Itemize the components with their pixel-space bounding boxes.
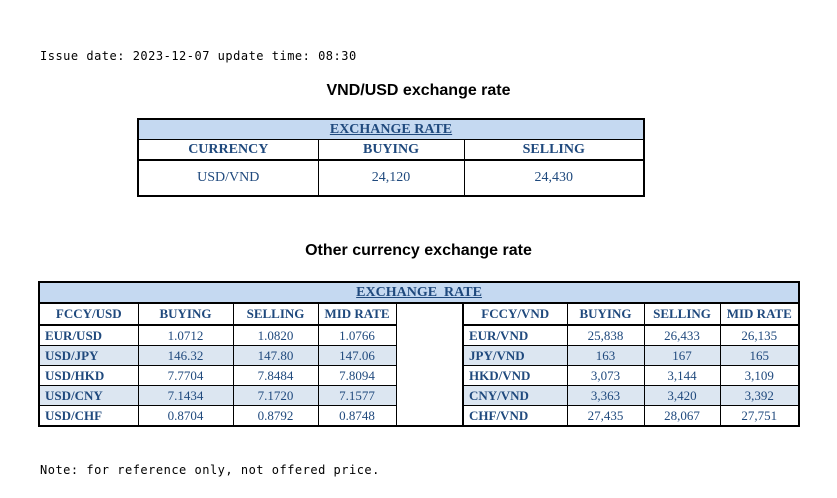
col-currency: CURRENCY [137, 139, 319, 161]
rate-cell: 26,135 [719, 324, 800, 346]
currency-pair-cell: USD/VND [137, 159, 319, 197]
pair-cell: CNY/VND [462, 385, 568, 406]
rate-cell: 147.06 [317, 345, 397, 366]
rate-row-eur: EUR/USD 1.0712 1.0820 1.0766 EUR/VND 25,… [38, 324, 800, 346]
other-rates-table: EXCHANGE RATE FCCY/USD BUYING SELLING MI… [38, 281, 801, 427]
rate-cell: 27,751 [719, 405, 800, 427]
rate-row-jpy: USD/JPY 146.32 147.80 147.06 JPY/VND 163… [38, 345, 800, 366]
rate-row-hkd: USD/HKD 7.7704 7.8484 7.8094 HKD/VND 3,0… [38, 365, 800, 386]
rate-cell: 3,073 [566, 365, 645, 386]
col-left-selling: SELLING [232, 302, 319, 326]
usd-rate-table: EXCHANGE RATE CURRENCY BUYING SELLING US… [137, 118, 645, 197]
note-line: Note: for reference only, not offered pr… [40, 463, 380, 477]
rate-cell: 147.80 [232, 345, 319, 366]
rate-cell: 28,067 [643, 405, 721, 427]
rate-cell: 7.1434 [137, 385, 234, 406]
rate-cell: 26,433 [643, 324, 721, 346]
rate-cell: 165 [719, 345, 800, 366]
rate-cell: 7.1720 [232, 385, 319, 406]
col-buying: BUYING [317, 139, 465, 161]
rate-cell: 3,392 [719, 385, 800, 406]
pair-cell: JPY/VND [462, 345, 568, 366]
pair-cell: USD/CHF [38, 405, 139, 427]
buying-rate-cell: 24,120 [317, 159, 465, 197]
col-right-midrate: MID RATE [719, 302, 800, 326]
rate-cell: 0.8704 [137, 405, 234, 427]
rate-cell: 7.8484 [232, 365, 319, 386]
rate-cell: 1.0820 [232, 324, 319, 346]
pair-cell: USD/HKD [38, 365, 139, 386]
rate-cell: 7.1577 [317, 385, 397, 406]
usd-table-header: EXCHANGE RATE [138, 119, 644, 140]
rate-cell: 7.8094 [317, 365, 397, 386]
rate-cell: 146.32 [137, 345, 234, 366]
col-left-buying: BUYING [137, 302, 234, 326]
rate-cell: 0.8792 [232, 405, 319, 427]
table-gap-spacer [395, 303, 464, 426]
pair-cell: USD/CNY [38, 385, 139, 406]
rate-cell: 167 [643, 345, 721, 366]
col-selling: SELLING [463, 139, 645, 161]
usd-vnd-row: USD/VND 24,120 24,430 [137, 159, 645, 197]
pair-cell: HKD/VND [462, 365, 568, 386]
pair-cell: CHF/VND [462, 405, 568, 427]
rate-cell: 1.0712 [137, 324, 234, 346]
col-fccy-usd: FCCY/USD [38, 302, 139, 326]
col-right-selling: SELLING [643, 302, 721, 326]
rate-cell: 7.7704 [137, 365, 234, 386]
rate-cell: 3,144 [643, 365, 721, 386]
rate-cell: 27,435 [566, 405, 645, 427]
col-right-buying: BUYING [566, 302, 645, 326]
pair-cell: USD/JPY [38, 345, 139, 366]
rate-row-chf: USD/CHF 0.8704 0.8792 0.8748 CHF/VND 27,… [38, 405, 800, 427]
col-fccy-vnd: FCCY/VND [462, 302, 568, 326]
rate-row-cny: USD/CNY 7.1434 7.1720 7.1577 CNY/VND 3,3… [38, 385, 800, 406]
rate-cell: 0.8748 [317, 405, 397, 427]
issue-date-line: Issue date: 2023-12-07 update time: 08:3… [40, 49, 357, 63]
rate-cell: 3,109 [719, 365, 800, 386]
rate-cell: 3,420 [643, 385, 721, 406]
rate-cell: 1.0766 [317, 324, 397, 346]
other-table-header: EXCHANGE RATE [39, 282, 800, 304]
col-left-midrate: MID RATE [317, 302, 397, 326]
usd-table-title: VND/USD exchange rate [326, 82, 511, 99]
pair-cell: EUR/VND [462, 324, 568, 346]
other-table-title: Other currency exchange rate [305, 242, 532, 259]
rate-cell: 163 [566, 345, 645, 366]
rate-cell: 3,363 [566, 385, 645, 406]
rate-cell: 25,838 [566, 324, 645, 346]
selling-rate-cell: 24,430 [463, 159, 645, 197]
pair-cell: EUR/USD [38, 324, 139, 346]
